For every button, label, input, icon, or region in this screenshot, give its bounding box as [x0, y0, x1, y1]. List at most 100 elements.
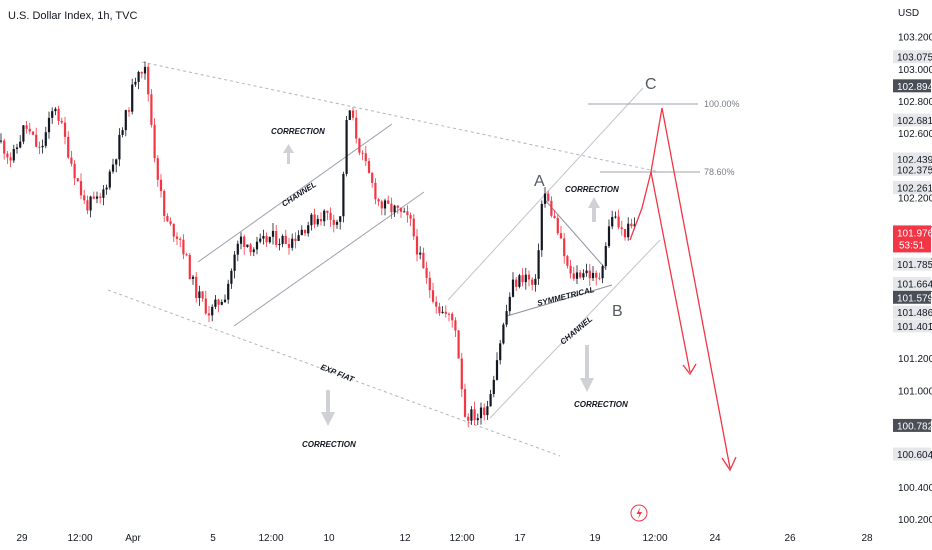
- x-tick-label: 5: [210, 533, 216, 544]
- exp-fiat-label: EXP FIAT: [319, 363, 356, 385]
- fib-100-label: 100.00%: [704, 99, 740, 109]
- candle-body: [518, 275, 521, 287]
- candle-body: [319, 219, 323, 222]
- candle-body: [25, 125, 28, 129]
- candle-body: [566, 256, 569, 266]
- lightning-icon[interactable]: [630, 504, 648, 522]
- x-tick-label: 12:00: [642, 533, 667, 544]
- candle-body: [63, 122, 67, 137]
- candle-body: [131, 84, 134, 112]
- price-tag: [893, 319, 931, 333]
- candle-body: [508, 296, 511, 312]
- candle-body: [591, 272, 595, 279]
- candle-body: [137, 71, 140, 82]
- projection-path: [629, 107, 737, 472]
- x-tick-label: 19: [589, 533, 601, 544]
- correction-label: CORRECTION: [565, 185, 619, 194]
- candle-body: [246, 244, 249, 247]
- projection-leg-down-1: [650, 171, 691, 373]
- candle-body: [326, 210, 329, 213]
- candle-body: [150, 94, 153, 125]
- y-tick-label: 103.200: [898, 33, 932, 44]
- candle-body: [623, 229, 627, 238]
- candle-body: [399, 207, 403, 212]
- time-axis[interactable]: 29 12:00 Apr 5 12:00 10 12 12:00 17 19 12:00 24 26 28: [16, 533, 873, 544]
- y-tick-label: 101.000: [898, 386, 932, 397]
- candle-body: [44, 132, 47, 146]
- candle-body: [419, 252, 422, 255]
- x-tick-label: 26: [784, 533, 796, 544]
- candle-body: [31, 131, 35, 135]
- candle-body: [166, 215, 169, 222]
- candle-body: [3, 140, 6, 154]
- candle-body: [60, 120, 63, 123]
- candle-body: [371, 172, 374, 183]
- wave-b-label: B: [612, 303, 623, 320]
- price-tag: [893, 79, 931, 93]
- candle-body: [470, 409, 473, 421]
- y-tick-label: 100.200: [898, 515, 932, 526]
- candle-body: [185, 254, 188, 256]
- candle-body: [380, 201, 383, 209]
- price-tag: [893, 447, 931, 461]
- x-tick-label: Apr: [125, 533, 141, 544]
- candle-body: [303, 229, 307, 234]
- candle-body: [127, 110, 131, 112]
- candle-body: [134, 81, 137, 85]
- price-tag-label: 101.486: [897, 308, 932, 319]
- candle-body: [156, 158, 159, 180]
- candle-body: [217, 299, 220, 305]
- candle-body: [179, 238, 182, 240]
- x-tick-label: 28: [861, 533, 873, 544]
- candle-body: [435, 301, 438, 307]
- candle-body: [83, 195, 86, 201]
- price-tag-label: 100.782: [897, 421, 932, 432]
- candle-body: [515, 279, 518, 287]
- countdown-timer: 53:51: [899, 240, 924, 251]
- x-tick-label: 12:00: [67, 533, 92, 544]
- channel-label: CHANNEL: [280, 180, 318, 209]
- y-tick-label: 102.800: [898, 97, 932, 108]
- candle-body: [582, 273, 585, 278]
- candle-body: [175, 236, 179, 239]
- candle-body: [406, 211, 409, 216]
- symmetrical-top: [544, 199, 606, 269]
- candle-body: [259, 238, 262, 242]
- candle-body: [159, 179, 163, 192]
- price-tag-label: 101.401: [897, 322, 932, 333]
- candle-body: [230, 270, 233, 284]
- candle-body: [79, 181, 83, 196]
- price-tag: [893, 152, 931, 166]
- candle-body: [358, 138, 361, 153]
- candle-body: [211, 306, 214, 316]
- candle-body: [588, 270, 591, 279]
- candle-body: [294, 238, 297, 241]
- candle-body: [348, 110, 351, 120]
- candle-body: [86, 200, 89, 211]
- candle-body: [115, 159, 118, 165]
- candle-body: [316, 219, 319, 225]
- candle-body: [140, 71, 143, 74]
- candle-body: [556, 217, 559, 234]
- price-tag-label: 101.579: [897, 293, 932, 304]
- price-tag-label: 102.375: [897, 165, 932, 176]
- candle-body: [243, 236, 246, 247]
- candle-body: [534, 278, 537, 285]
- candle-body: [339, 216, 342, 222]
- candle-body: [505, 311, 508, 325]
- candle-body: [441, 311, 444, 314]
- candle-body: [457, 330, 460, 359]
- candle-body: [387, 200, 390, 204]
- candle-body: [499, 343, 502, 361]
- candle-body: [12, 148, 15, 161]
- candle-body: [124, 110, 127, 131]
- candle-body: [297, 235, 300, 241]
- candle-body: [575, 272, 579, 279]
- candle-body: [537, 250, 540, 279]
- last-price-tag: [893, 225, 931, 253]
- candle-body: [451, 313, 454, 321]
- price-tag-label: 102.894: [897, 82, 932, 93]
- candle-body: [265, 235, 268, 243]
- price-tag-label: 102.681: [897, 116, 932, 127]
